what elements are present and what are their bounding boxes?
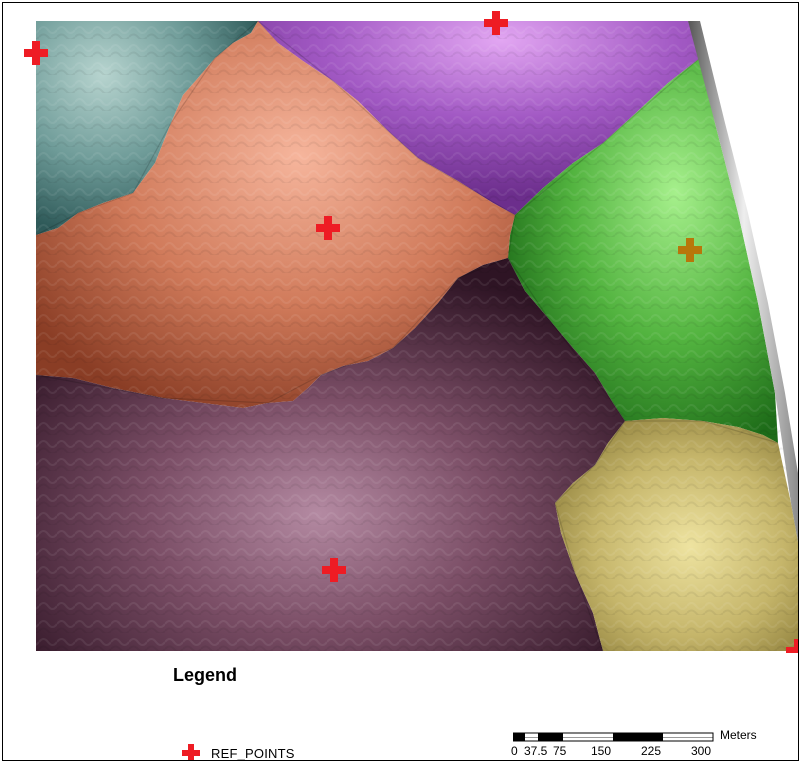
ref-point-marker[interactable]	[484, 11, 508, 35]
ref-point-marker[interactable]	[24, 41, 48, 65]
legend-title: Legend	[173, 665, 238, 685]
scale-tick-label: 150	[591, 744, 612, 758]
scale-tick-label: 0	[511, 744, 518, 758]
scale-unit-label: Meters	[720, 728, 757, 742]
ref-point-marker[interactable]	[786, 639, 799, 653]
scale-bar-graphic	[513, 732, 714, 742]
legend-item-ref-points[interactable]: REF_POINTS	[181, 743, 295, 761]
terrain-relief-overlay	[36, 21, 798, 651]
ref-point-marker[interactable]	[322, 558, 346, 582]
ref-points-layer	[24, 11, 799, 653]
red-cross-icon	[182, 744, 200, 760]
scale-tick-label: 300	[691, 744, 712, 758]
legend-item-label: REF_POINTS	[211, 745, 295, 761]
scale-tick-label: 75	[553, 744, 567, 758]
zone-boundaries	[35, 20, 779, 652]
ref-point-marker[interactable]	[678, 238, 702, 262]
scale-bar: Meters 0 37.5 75 150 225 300	[508, 725, 788, 760]
zone-layer	[35, 20, 798, 652]
scale-tick-label: 225	[641, 744, 662, 758]
ref-point-marker[interactable]	[316, 216, 340, 240]
map-canvas[interactable]	[3, 3, 799, 653]
scale-tick-label: 37.5	[524, 744, 548, 758]
